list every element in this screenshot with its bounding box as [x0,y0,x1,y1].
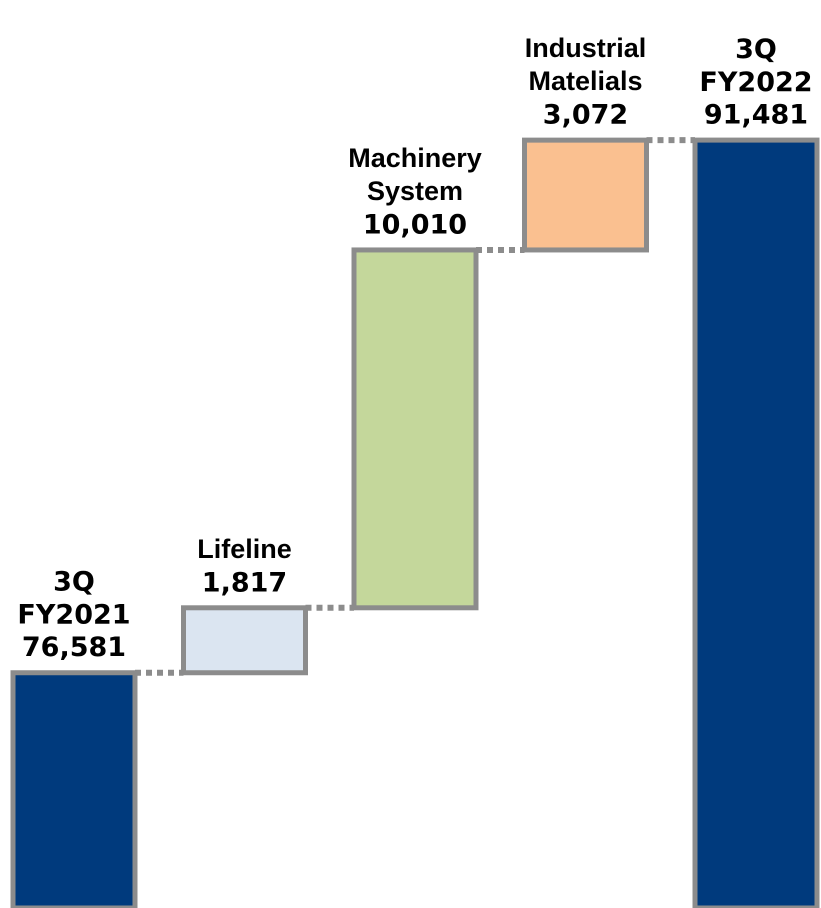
value-label: 3,072 [543,100,628,131]
value-label: 1,817 [202,567,287,598]
bar [522,137,649,253]
bar [692,137,820,908]
category-label: 3Q FY2022 [699,34,812,98]
bar [181,605,308,676]
value-label: 10,010 [363,209,467,240]
category-label: 3Q FY2021 [17,566,130,630]
bar [351,247,479,611]
category-label: Lifeline [197,534,292,564]
category-label: Machinery System [348,143,482,206]
value-label: 76,581 [22,632,126,663]
category-label: Industrial Matelials [525,33,647,96]
bar [10,670,138,908]
value-label: 91,481 [704,100,808,131]
